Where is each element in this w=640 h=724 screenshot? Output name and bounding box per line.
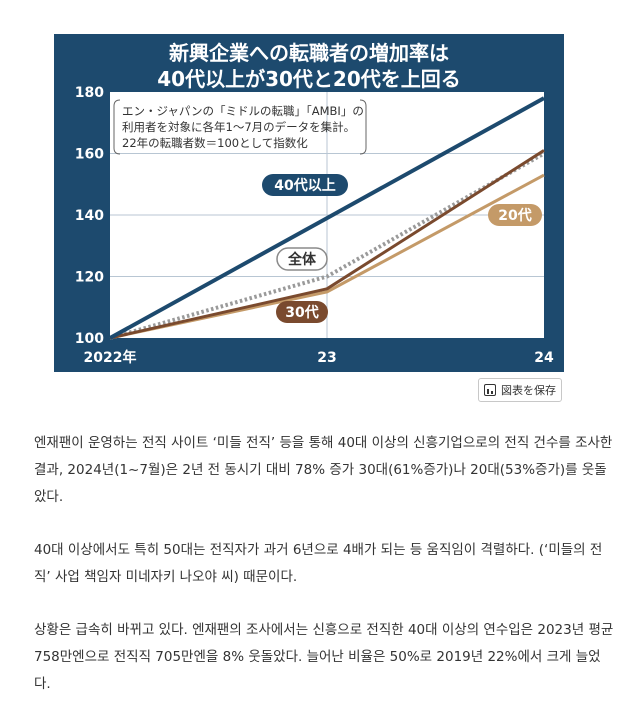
x-tick-label: 2022年 <box>84 349 137 366</box>
note-line-2: 利用者を対象に各年1～7月のデータを集計。 <box>122 120 355 134</box>
y-tick-label: 120 <box>75 270 104 286</box>
save-chart-label: 図表を保存 <box>501 384 556 397</box>
label-30s-text: 30代 <box>285 304 318 321</box>
article-paragraph-3: 상황은 급속히 바뀌고 있다. 엔재팬의 조사에서는 신흥으로 전직한 40대 … <box>34 622 614 692</box>
series-line-0 <box>109 96 545 340</box>
series-label-all: 全体 <box>276 247 328 271</box>
label-40s-text: 40代以上 <box>274 177 335 194</box>
article-paragraph-2: 40대 이상에서도 특히 50대는 전직자가 과거 6년으로 4배가 되는 등 … <box>34 542 603 585</box>
note-box: エン・ジャパンの「ミドルの転職」「AMBI」の 利用者を対象に各年1～7月のデー… <box>113 99 367 155</box>
series-line-1 <box>109 151 545 340</box>
y-tick-label: 160 <box>75 147 104 163</box>
chart-title-line1: 新興企業への転職者の増加率は <box>169 41 449 65</box>
axis-ticks: 100 120 140 160 180 2022年 23 24 <box>75 85 554 366</box>
chart-icon <box>484 384 496 396</box>
chart-figure: 新興企業への転職者の増加率は 40代以上が30代と20代を上回る 100 120 1… <box>54 34 564 372</box>
y-tick-label: 100 <box>75 331 104 347</box>
x-tick-label: 23 <box>317 350 336 366</box>
save-chart-button[interactable]: 図表を保存 <box>478 378 562 402</box>
article-paragraph-1: 엔재팬이 운영하는 전직 사이트 ‘미들 전직’ 등을 통해 40대 이상의 신… <box>34 435 613 505</box>
series-label-40s: 40代以上 <box>262 174 348 196</box>
series-line-2 <box>109 149 545 340</box>
x-tick-label: 24 <box>534 350 554 366</box>
y-tick-label: 180 <box>75 85 104 101</box>
series-label-30s: 30代 <box>276 301 328 323</box>
grid-lines <box>110 92 544 338</box>
y-tick-label: 140 <box>75 208 104 224</box>
label-all-text: 全体 <box>287 251 317 268</box>
label-20s-text: 20代 <box>498 207 531 224</box>
note-line-3: 22年の転職者数＝100として指数化 <box>122 136 308 150</box>
series-label-20s: 20代 <box>488 204 542 226</box>
chart-title-line2: 40代以上が30代と20代を上回る <box>157 67 461 91</box>
line-chart: 新興企業への転職者の増加率は 40代以上が30代と20代を上回る 1001201… <box>75 41 554 366</box>
note-line-1: エン・ジャパンの「ミドルの転職」「AMBI」の <box>122 104 364 118</box>
series-lines <box>109 96 545 340</box>
article-body: 엔재팬이 운영하는 전직 사이트 ‘미들 전직’ 등을 통해 40대 이상의 신… <box>34 430 616 724</box>
